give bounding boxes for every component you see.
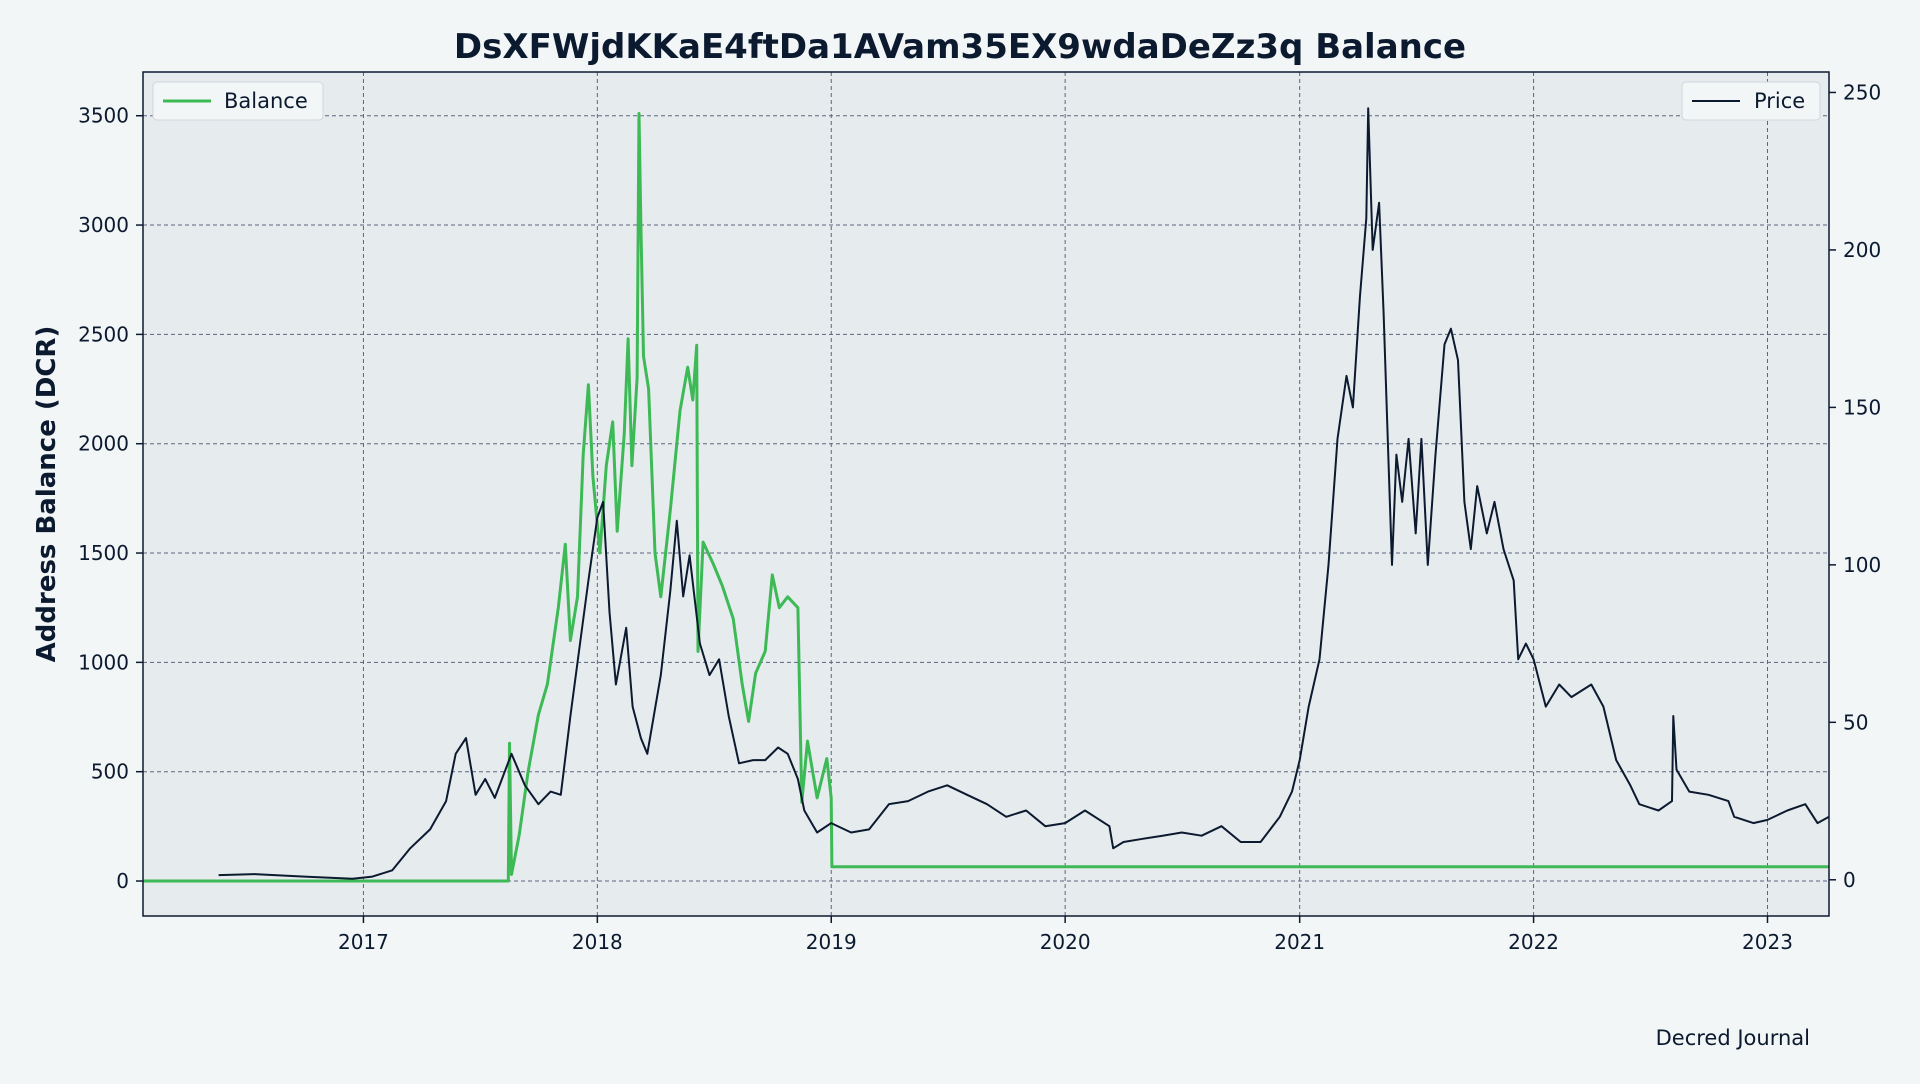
legend-price: Price (1682, 82, 1820, 120)
credit-label: Decred Journal (1656, 1026, 1810, 1050)
y-tick-label: 500 (91, 760, 129, 784)
y2-tick-label: 250 (1843, 80, 1881, 104)
y-tick-label: 1000 (78, 650, 129, 674)
y-tick-label: 0 (116, 869, 129, 893)
x-tick-label: 2017 (338, 930, 389, 954)
legend-price-label: Price (1754, 89, 1805, 113)
x-tick-label: 2018 (572, 930, 623, 954)
y-axis-label: Address Balance (DCR) (32, 326, 62, 663)
x-tick-label: 2023 (1742, 930, 1793, 954)
legend-balance-label: Balance (224, 89, 308, 113)
y-tick-label: 2000 (78, 432, 129, 456)
legend-balance: Balance (153, 82, 323, 120)
x-tick-label: 2019 (806, 930, 857, 954)
y2-tick-label: 150 (1843, 395, 1881, 419)
x-tick-label: 2020 (1040, 930, 1091, 954)
y2-tick-label: 0 (1843, 868, 1856, 892)
x-tick-label: 2022 (1508, 930, 1559, 954)
y2-tick-label: 100 (1843, 553, 1881, 577)
y2-tick-label: 50 (1843, 710, 1868, 734)
y-tick-label: 3500 (78, 104, 129, 128)
chart-title: DsXFWjdKKaE4ftDa1AVam35EX9wdaDeZz3q Bala… (454, 27, 1466, 67)
x-tick-label: 2021 (1274, 930, 1325, 954)
plot-area (143, 72, 1829, 916)
y-tick-label: 1500 (78, 541, 129, 565)
y-tick-label: 3000 (78, 213, 129, 237)
y-tick-label: 2500 (78, 322, 129, 346)
y2-tick-label: 200 (1843, 238, 1881, 262)
